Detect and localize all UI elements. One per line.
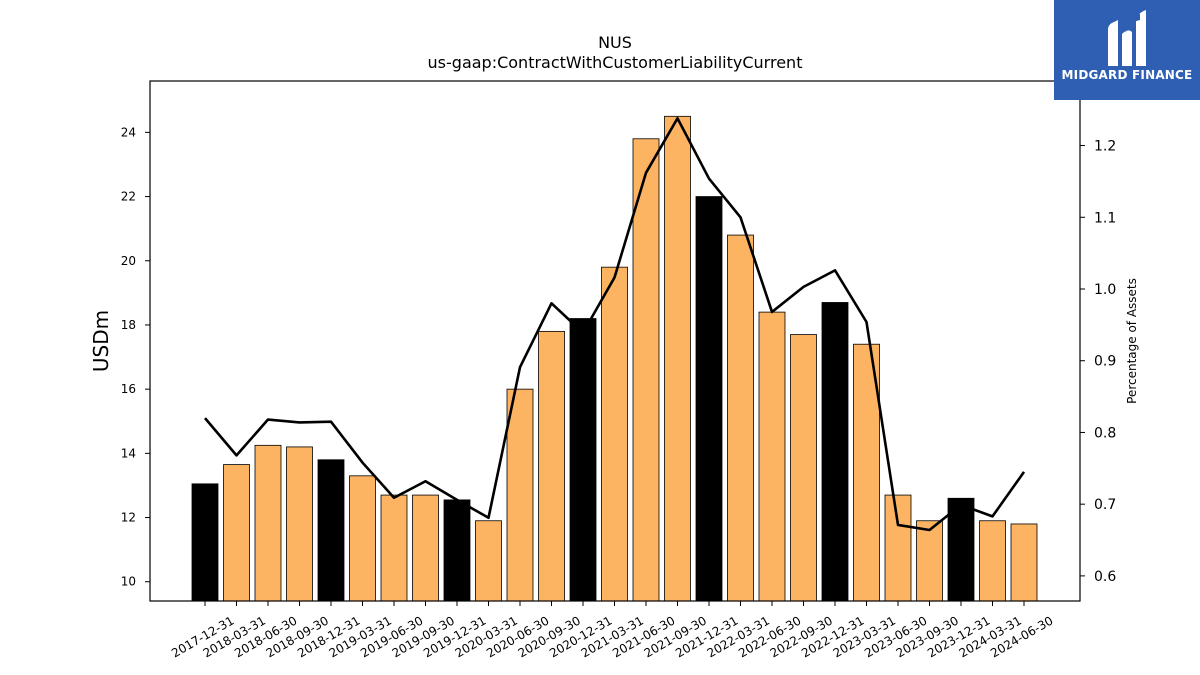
y-tick-label: 10: [121, 575, 136, 589]
bar: [884, 494, 912, 602]
bar: [475, 520, 502, 602]
bar: [695, 196, 723, 602]
y-axis-label: USDm: [89, 310, 113, 372]
y-tick-label: 14: [121, 446, 136, 460]
bar: [664, 115, 691, 602]
bar: [853, 343, 880, 602]
y-right-tick-label: 0.7: [1094, 497, 1116, 513]
bar: [727, 234, 754, 602]
bar: [349, 475, 376, 602]
line-series: [204, 117, 1026, 532]
bar: [412, 494, 439, 602]
bar: [601, 266, 628, 602]
y-tick-label: 22: [121, 190, 136, 204]
y-right-tick-label: 0.6: [1094, 569, 1116, 585]
y-tick-label: 16: [121, 382, 136, 396]
brand-logo: MIDGARD FINANCE: [1054, 0, 1200, 100]
bar: [821, 302, 849, 602]
bar: [380, 494, 408, 602]
series-line: [204, 117, 1026, 532]
midgard-logo-icon: [1108, 10, 1146, 66]
y-tick-label: 20: [121, 254, 136, 268]
y-right-tick-label: 1.2: [1094, 139, 1116, 155]
y-right-tick-label: 1.1: [1094, 210, 1116, 226]
brand-name: MIDGARD FINANCE: [1061, 68, 1193, 82]
y-tick-label: 12: [121, 511, 136, 525]
bar: [191, 483, 219, 602]
chart-title: NUS: [598, 33, 632, 52]
bar: [317, 459, 345, 602]
bar: [538, 330, 565, 602]
y-right-tick-label: 1.0: [1094, 282, 1116, 298]
chart-subtitle: us-gaap:ContractWithCustomerLiabilityCur…: [428, 53, 803, 72]
bar: [758, 311, 786, 602]
y-right-tick-label: 0.9: [1094, 354, 1116, 370]
bar: [979, 520, 1006, 602]
bar: [254, 444, 282, 602]
bar-series: [191, 115, 1038, 602]
y-tick-label: 18: [121, 318, 136, 332]
bar: [223, 464, 250, 602]
bar: [569, 318, 597, 602]
y-right-tick-label: 0.8: [1094, 425, 1116, 441]
bar: [632, 138, 660, 602]
bar: [286, 446, 313, 602]
bar: [916, 520, 943, 602]
bar: [506, 388, 534, 602]
bar: [1010, 523, 1038, 602]
y-axis-right-label: Percentage of Assets: [1125, 278, 1139, 404]
y-tick-label: 24: [121, 125, 136, 139]
bar: [790, 334, 817, 602]
bar: [947, 497, 975, 602]
bar: [443, 499, 471, 602]
